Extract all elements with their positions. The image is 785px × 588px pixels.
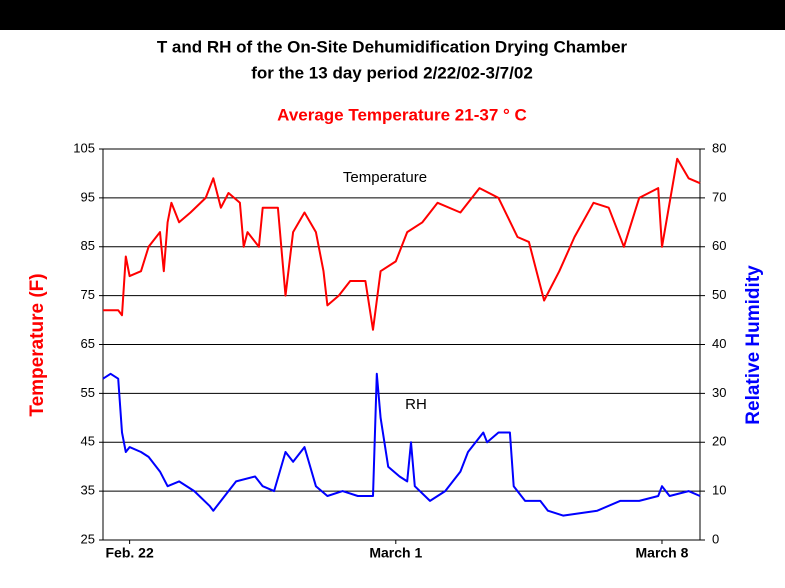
y-axis-label: Temperature (F) bbox=[27, 273, 48, 416]
y2-tick-label: 0 bbox=[712, 531, 719, 546]
y-tick-label: 45 bbox=[81, 434, 95, 449]
y-tick-label: 65 bbox=[81, 336, 95, 351]
y2-tick-label: 50 bbox=[712, 287, 726, 302]
y2-tick-label: 30 bbox=[712, 385, 726, 400]
y2-tick-label: 80 bbox=[712, 140, 726, 155]
series-annotation: Temperature bbox=[343, 169, 427, 186]
chart-subtitle: Average Temperature 21-37 ° C bbox=[277, 105, 527, 124]
plot-frame bbox=[102, 148, 701, 541]
y2-tick-label: 70 bbox=[712, 189, 726, 204]
y-tick-label: 105 bbox=[73, 140, 95, 155]
chart-title: T and RH of the On-Site Dehumidification… bbox=[157, 37, 628, 56]
y-tick-label: 75 bbox=[81, 287, 95, 302]
series-annotation: RH bbox=[405, 396, 427, 413]
y2-tick-label: 20 bbox=[712, 434, 726, 449]
y-tick-label: 85 bbox=[81, 238, 95, 253]
y2-tick-label: 60 bbox=[712, 238, 726, 253]
x-tick-label: Feb. 22 bbox=[105, 545, 153, 561]
x-tick-label: March 1 bbox=[369, 545, 422, 561]
series-line bbox=[102, 372, 701, 517]
y-tick-label: 35 bbox=[81, 483, 95, 498]
y2-tick-label: 10 bbox=[712, 483, 726, 498]
y2-tick-label: 40 bbox=[712, 336, 726, 351]
y2-axis-label: Relative Humidity bbox=[743, 265, 764, 425]
y-tick-label: 25 bbox=[81, 531, 95, 546]
y-tick-label: 55 bbox=[81, 385, 95, 400]
top-band bbox=[0, 0, 785, 30]
y-tick-label: 95 bbox=[81, 189, 95, 204]
x-tick-label: March 8 bbox=[636, 545, 689, 561]
chart-title: for the 13 day period 2/22/02-3/7/02 bbox=[251, 63, 533, 82]
series-line bbox=[103, 157, 701, 331]
